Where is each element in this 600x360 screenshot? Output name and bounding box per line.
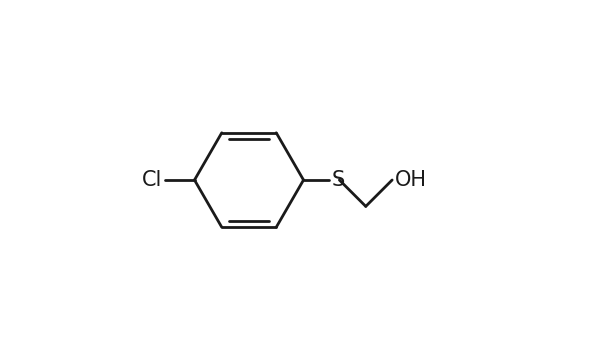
Text: OH: OH — [395, 170, 427, 190]
Text: Cl: Cl — [142, 170, 162, 190]
Text: S: S — [332, 170, 345, 190]
